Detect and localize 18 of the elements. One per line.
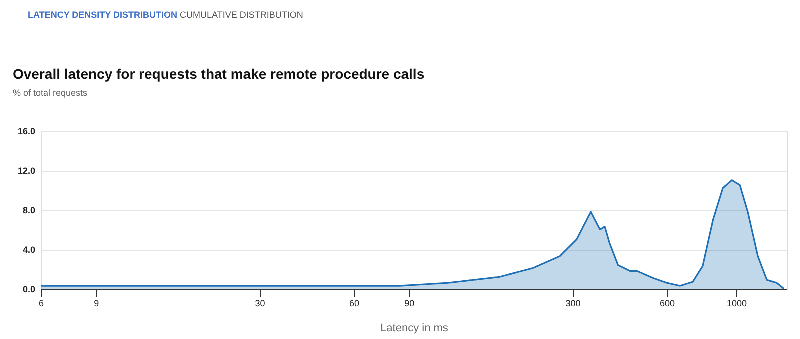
y-tick-label: 0.0	[22, 284, 36, 294]
y-tick-label: 12.0	[18, 166, 36, 176]
x-tick-label: 300	[566, 298, 581, 308]
y-tick-label: 8.0	[22, 206, 36, 216]
x-tick-label: 1000	[726, 298, 748, 308]
y-tick-label: 16.0	[18, 126, 36, 136]
y-axis-title: % of total requests	[13, 88, 88, 98]
x-tick-label: 60	[350, 298, 360, 308]
x-axis-title: Latency in ms	[380, 322, 449, 334]
x-tick-label: 90	[404, 298, 415, 308]
y-tick-label: 4.0	[22, 245, 36, 255]
x-tick-label: 30	[255, 298, 266, 308]
x-tick-label: 6	[38, 298, 44, 308]
text: LATENCY DENSITY DISTRIBUTION	[28, 10, 178, 20]
chart-title: Overall latency for requests that make remote procedure calls	[13, 66, 425, 82]
x-tick-label: 9	[94, 298, 100, 308]
text: CUMULATIVE DISTRIBUTION	[180, 10, 304, 20]
x-tick-label: 600	[660, 298, 676, 308]
